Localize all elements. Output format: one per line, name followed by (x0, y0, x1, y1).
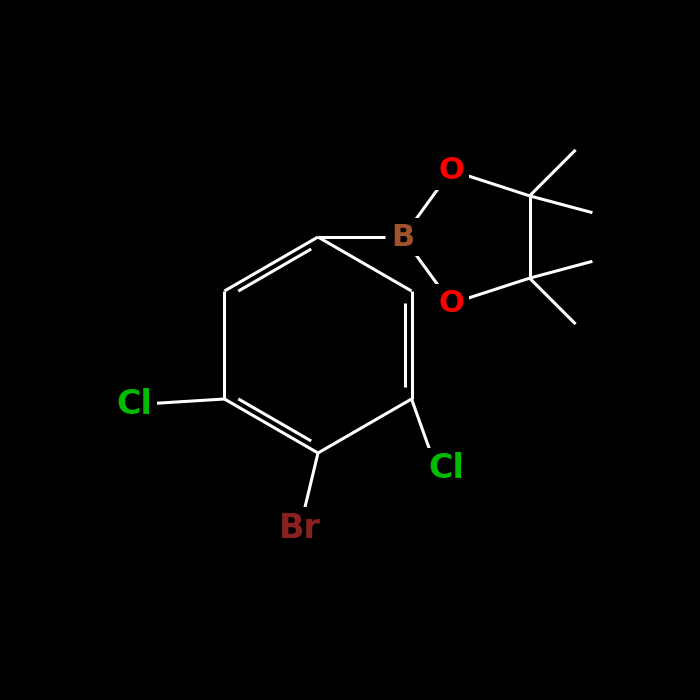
Text: Cl: Cl (116, 388, 153, 421)
Text: O: O (438, 156, 464, 185)
Text: B: B (391, 223, 414, 251)
Text: Cl: Cl (428, 452, 465, 486)
Text: O: O (438, 289, 464, 318)
Text: Br: Br (279, 512, 321, 545)
